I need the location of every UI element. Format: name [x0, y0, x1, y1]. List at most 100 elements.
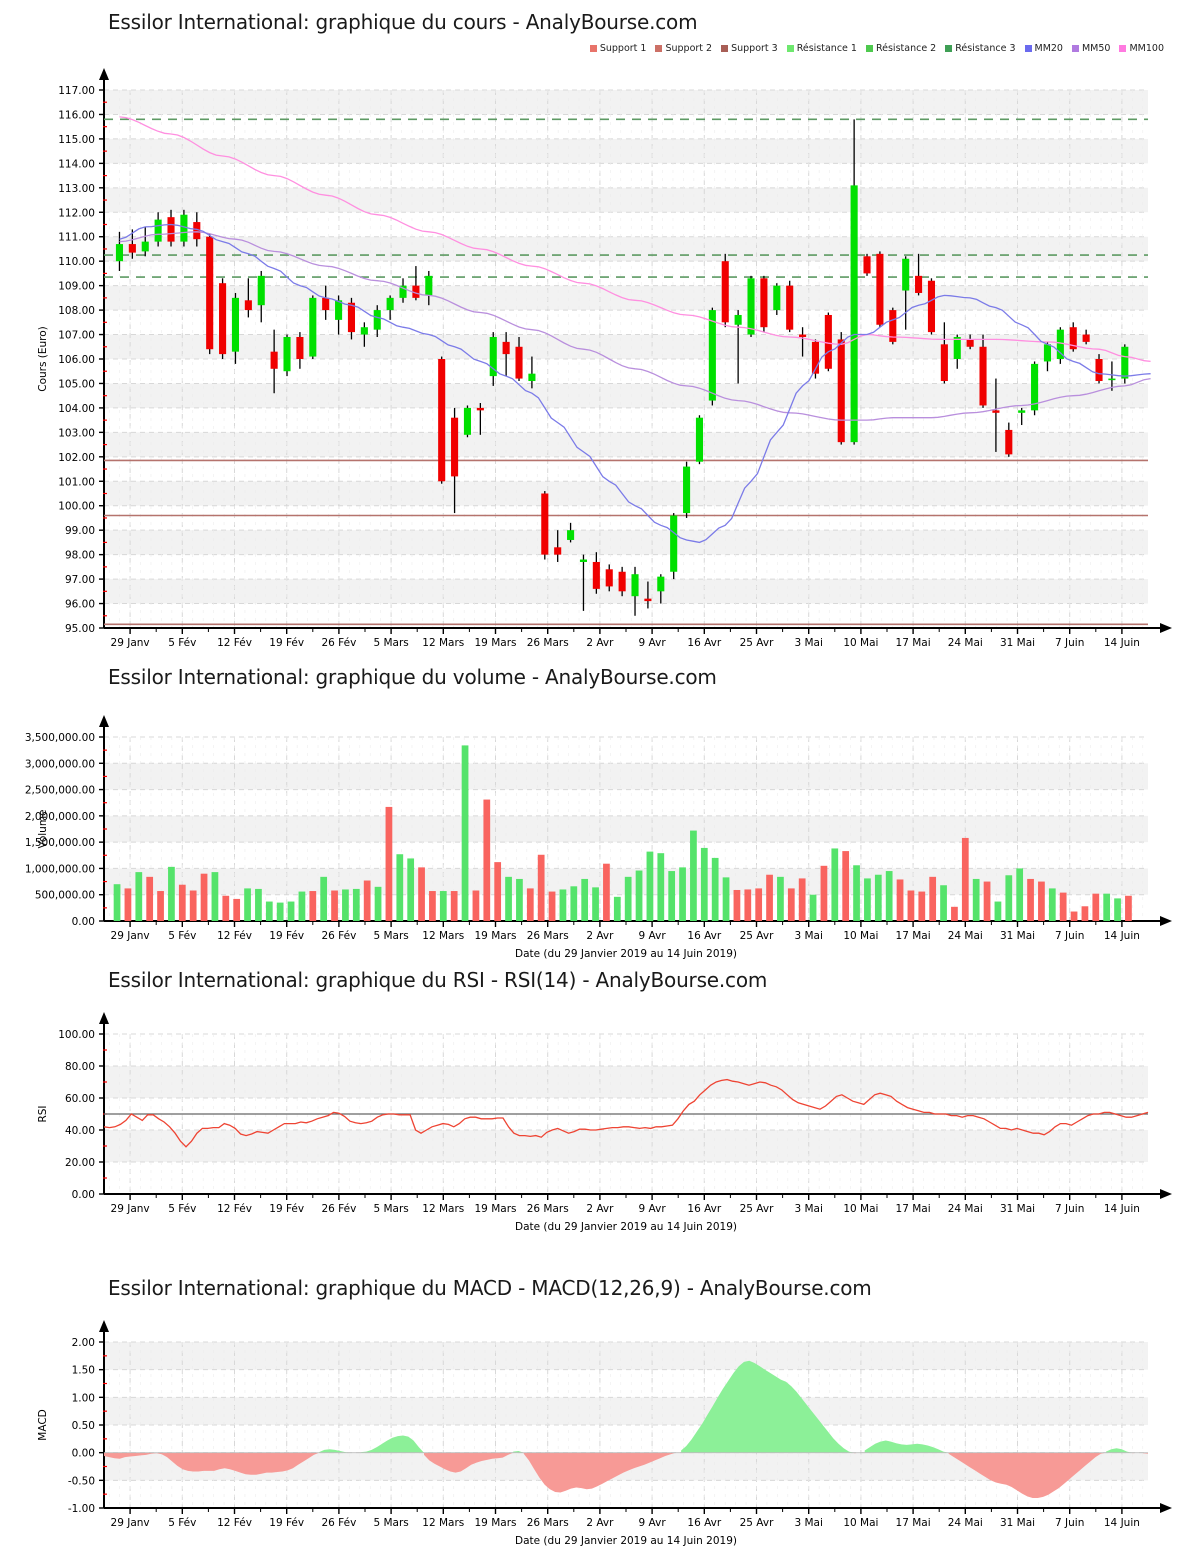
- volume-bar: [244, 888, 251, 921]
- legend-item-support-2[interactable]: Support 2: [655, 44, 712, 54]
- legend-item-mm50[interactable]: MM50: [1071, 44, 1110, 54]
- moving-average-line: [119, 231, 1151, 421]
- volume-bar: [918, 891, 926, 921]
- volume-bar: [831, 848, 839, 921]
- candle-body: [695, 417, 704, 462]
- volume-plot: 0.00 500,000.00 1,000,000.00 1,500,000.00 2,…: [0, 689, 1200, 989]
- y-tick-label: 110.00: [58, 256, 95, 268]
- legend-item-mm20[interactable]: MM20: [1024, 44, 1063, 54]
- legend-label: Résistance 3: [955, 43, 1016, 54]
- x-tick-label: 9 Avr: [639, 1203, 667, 1215]
- legend-item-r-sistance-3[interactable]: Résistance 3: [945, 43, 1016, 54]
- legend-label: MM100: [1129, 43, 1164, 54]
- candle-body: [412, 285, 420, 298]
- legend-item-r-sistance-1[interactable]: Résistance 1: [786, 44, 857, 54]
- candle-body: [605, 569, 613, 587]
- x-tick-label: 26 Mars: [527, 637, 569, 649]
- macd-chart-block: Essilor International: graphique du MACD…: [0, 1276, 1200, 1550]
- legend-item-r-sistance-2[interactable]: Résistance 2: [865, 43, 937, 54]
- moving-average-line: [119, 116, 1151, 363]
- rsi-plot: 0.00 20.00 40.00 60.00 80.00 100.00 29 Janv 5 F…: [0, 992, 1200, 1262]
- candle-body: [128, 244, 136, 253]
- candle-body: [966, 339, 974, 347]
- volume-bar: [189, 890, 197, 921]
- y-tick-label: 102.00: [58, 452, 95, 464]
- x-tick-label: 17 Mai: [896, 637, 931, 649]
- plot-band: [104, 1130, 1148, 1162]
- x-tick-label: 9 Avr: [639, 1517, 667, 1529]
- volume-bar-series: [113, 745, 1132, 921]
- volume-bar: [548, 891, 556, 921]
- candle-body: [940, 344, 948, 382]
- y-axis-title: MACD: [37, 1409, 49, 1440]
- volume-bar: [124, 888, 132, 921]
- x-tick-label: 25 Avr: [740, 637, 774, 649]
- price-chart-title: Essilor International: graphique du cour…: [108, 10, 698, 34]
- macd-positive-area: [681, 1360, 855, 1453]
- x-tick-label: 9 Avr: [639, 930, 667, 942]
- legend-swatch-icon: [786, 45, 794, 53]
- candle-body: [1069, 327, 1077, 350]
- candle-body: [360, 327, 368, 335]
- volume-bar: [276, 902, 284, 921]
- y-tick-label: 112.00: [58, 207, 95, 219]
- legend-swatch-icon: [655, 45, 663, 53]
- volume-bar: [113, 884, 121, 921]
- candle-body: [296, 336, 304, 359]
- y-axis-arrow-icon: [99, 1012, 109, 1024]
- legend-item-support-1[interactable]: Support 1: [589, 43, 647, 54]
- y-tick-label: 100.00: [58, 501, 95, 513]
- volume-bar: [1114, 898, 1121, 921]
- price-plot: 95.00 96.00 97.00 98.00 99.00 100.00 101.00 102…: [0, 34, 1200, 654]
- rsi-chart-svg: 0.00 20.00 40.00 60.00 80.00 100.00 29 Janv 5 F…: [37, 1012, 1172, 1233]
- y-tick-label: 0.00: [72, 916, 95, 928]
- volume-bar: [722, 877, 730, 921]
- volume-bar: [287, 901, 295, 921]
- volume-bar: [994, 901, 1002, 921]
- volume-bar: [700, 847, 708, 921]
- x-tick-label: 7 Juin: [1055, 1203, 1084, 1215]
- x-tick-label: 5 Fév: [168, 637, 196, 649]
- x-tick-label: 2 Avr: [586, 1203, 614, 1215]
- volume-bar: [940, 885, 947, 921]
- x-tick-label: 19 Fév: [269, 637, 304, 649]
- x-tick-label: 9 Avr: [639, 637, 667, 649]
- volume-bar: [1027, 878, 1034, 921]
- candle-body: [567, 530, 575, 540]
- volume-bar: [418, 867, 425, 921]
- plot-band: [104, 815, 1148, 843]
- volume-bar: [1070, 911, 1078, 921]
- macd-positive-area: [1106, 1448, 1133, 1453]
- volume-bar: [1103, 893, 1111, 921]
- x-axis-arrow-icon: [1160, 1503, 1172, 1513]
- legend-label: Support 3: [731, 43, 778, 54]
- x-tick-label: 3 Mai: [794, 1517, 822, 1529]
- y-tick-label: 40.00: [65, 1125, 95, 1137]
- volume-bar: [146, 876, 154, 921]
- plot-band: [104, 432, 1148, 457]
- rsi-line: [103, 1078, 1149, 1148]
- x-tick-label: 17 Mai: [896, 930, 931, 942]
- volume-bar: [1092, 893, 1100, 921]
- x-tick-label: 26 Fév: [321, 637, 356, 649]
- volume-bar: [494, 862, 502, 921]
- y-tick-label: 0.00: [72, 1189, 95, 1201]
- candle-body: [180, 214, 188, 242]
- x-tick-label: 10 Mai: [843, 637, 878, 649]
- legend-label: Support 1: [599, 43, 647, 54]
- x-tick-label: 5 Fév: [168, 1203, 196, 1215]
- volume-bar: [331, 890, 338, 921]
- candle-body: [670, 515, 678, 572]
- volume-bar: [603, 863, 610, 921]
- candle-body: [1121, 346, 1129, 379]
- candle-body: [592, 561, 600, 589]
- legend-item-mm100[interactable]: MM100: [1119, 44, 1164, 54]
- y-tick-label: 111.00: [58, 232, 95, 244]
- candle-body: [489, 336, 497, 377]
- x-tick-label: 17 Mai: [896, 1203, 931, 1215]
- y-tick-label: 108.00: [58, 305, 95, 317]
- legend-item-support-3[interactable]: Support 3: [721, 44, 778, 54]
- candle-body: [863, 256, 871, 274]
- legend-label: Résistance 2: [875, 43, 937, 54]
